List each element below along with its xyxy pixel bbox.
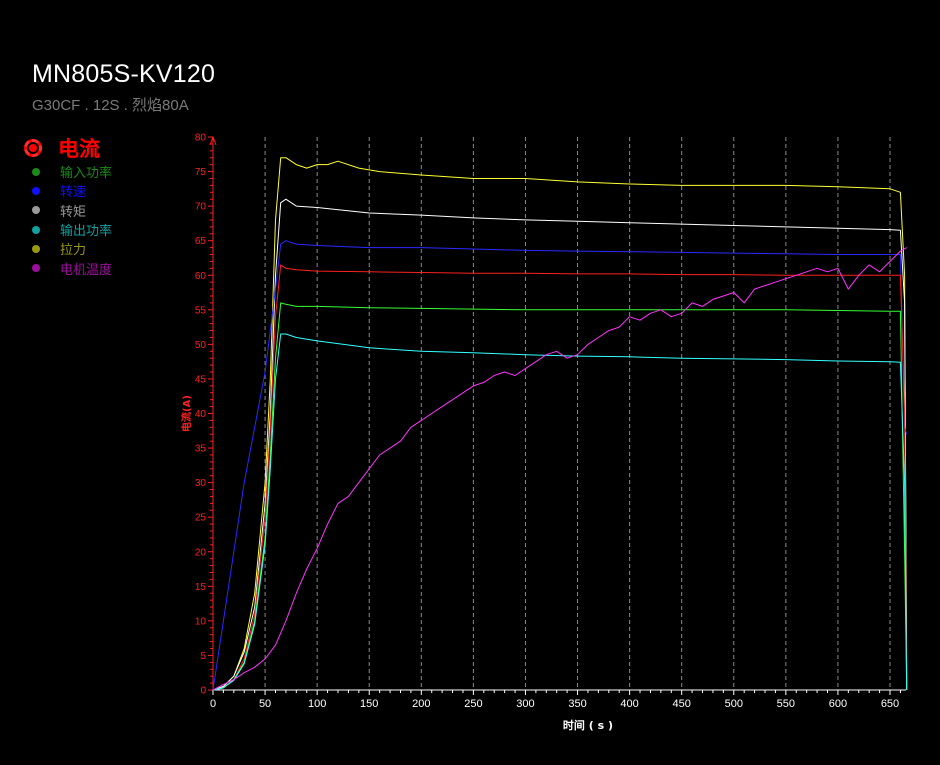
y-tick-label: 80 (195, 133, 207, 144)
y-tick-label: 30 (195, 478, 207, 489)
legend-dot-icon (32, 206, 40, 215)
y-tick-label: 25 (195, 513, 207, 524)
legend-dot-icon (32, 186, 40, 195)
series-line (212, 333, 908, 691)
x-tick-label: 300 (516, 698, 534, 710)
x-tick-label: 450 (673, 698, 691, 710)
legend-dot-icon (32, 225, 40, 234)
legend-item-label: 转矩 (60, 204, 87, 220)
chart-subtitle: G30CF . 12S . 烈焰80A (32, 97, 189, 114)
y-axis-arrow-icon (209, 135, 217, 146)
legend-item-list: 输入功率转速转矩输出功率拉力电机温度 (24, 162, 194, 278)
y-tick-label: 55 (195, 305, 207, 316)
x-tick-label: 500 (725, 698, 743, 710)
x-tick-label: 0 (210, 698, 216, 710)
y-tick-label: 65 (195, 236, 207, 247)
legend-dot-icon (32, 264, 40, 273)
legend-dot-icon (32, 244, 40, 253)
legend-item[interactable]: 转速 (32, 181, 194, 200)
x-axis-label: 时间 ( s ) (563, 718, 613, 732)
legend-item[interactable]: 转矩 (32, 201, 194, 220)
y-tick-label: 70 (195, 202, 207, 213)
legend-item[interactable]: 拉力 (32, 239, 194, 258)
y-tick-label: 75 (195, 167, 207, 178)
series-line (212, 198, 908, 691)
x-tick-label: 200 (412, 698, 430, 710)
legend-dot-icon (32, 167, 40, 176)
x-tick-label: 250 (464, 698, 482, 710)
legend-item-label: 拉力 (60, 243, 87, 259)
x-tick-label: 50 (259, 698, 271, 710)
legend-item[interactable]: 电机温度 (32, 258, 194, 278)
series-line (212, 302, 908, 691)
y-tick-label: 5 (200, 651, 206, 662)
legend-item[interactable]: 输入功率 (32, 162, 194, 181)
y-tick-label: 10 (195, 616, 207, 627)
legend-active-label: 电流 (58, 137, 100, 161)
x-tick-label: 400 (620, 698, 638, 710)
y-axis-label: 电流(A) (180, 395, 193, 432)
legend-item-label: 电机温度 (60, 262, 113, 278)
y-tick-label: 35 (195, 444, 207, 455)
x-tick-label: 100 (308, 698, 326, 710)
legend-item-label: 转速 (60, 185, 87, 201)
legend-item-label: 输出功率 (60, 224, 113, 240)
active-series-marker-icon (24, 139, 42, 157)
y-tick-label: 0 (200, 686, 206, 697)
y-tick-label: 15 (195, 582, 207, 593)
series-line (212, 247, 907, 691)
x-tick-label: 350 (568, 698, 586, 710)
y-tick-label: 20 (195, 547, 207, 558)
y-tick-label: 60 (195, 271, 207, 282)
x-tick-label: 150 (360, 698, 378, 710)
series-legend: 电流 输入功率转速转矩输出功率拉力电机温度 (24, 134, 194, 278)
chart-title: MN805S-KV120 (32, 60, 216, 88)
legend-item-label: 输入功率 (60, 166, 113, 182)
x-tick-label: 600 (829, 698, 847, 710)
series-line (212, 240, 908, 691)
y-tick-label: 40 (195, 409, 207, 420)
series-line (212, 157, 908, 691)
x-tick-label: 650 (881, 698, 899, 710)
series-line (212, 264, 908, 691)
legend-item[interactable]: 输出功率 (32, 220, 194, 239)
y-tick-label: 50 (195, 340, 207, 351)
x-tick-label: 550 (777, 698, 795, 710)
legend-active-series[interactable]: 电流 (24, 134, 194, 162)
y-tick-label: 45 (195, 374, 207, 385)
